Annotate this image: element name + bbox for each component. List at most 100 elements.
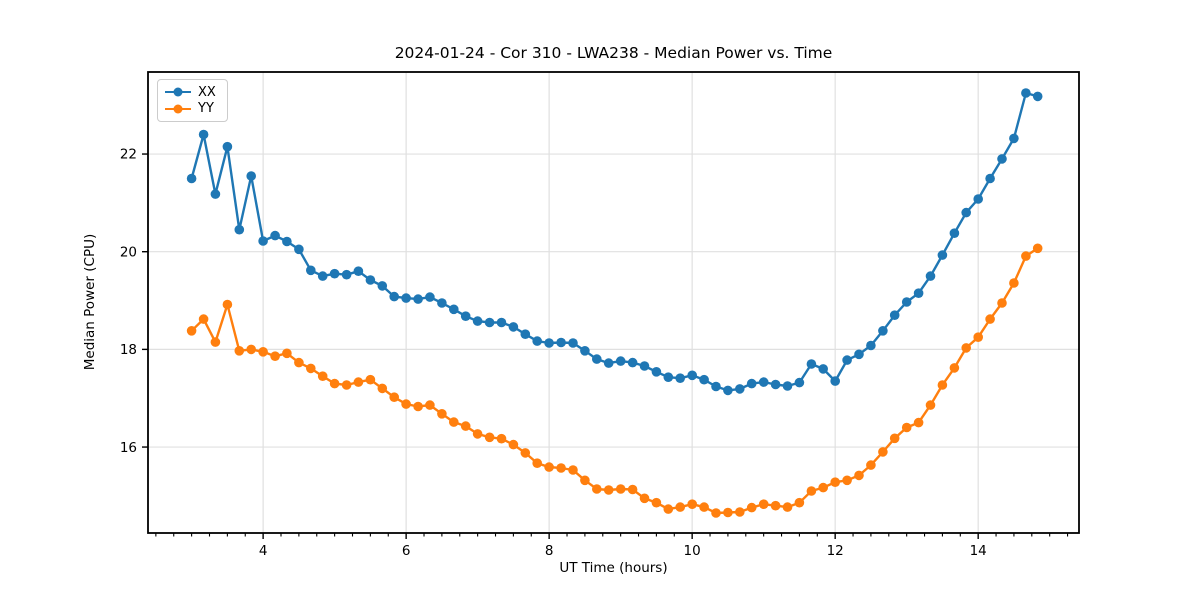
data-point-xx [687,370,697,381]
data-point-xx [758,377,769,387]
x-tick-label: 4 [259,543,268,559]
data-point-xx [973,194,983,204]
data-point-xx [615,356,626,366]
data-point-yy [425,400,435,410]
legend-marker-icon [173,104,183,114]
data-point-yy [294,357,304,368]
legend-label: XX [198,84,216,100]
data-point-yy [723,507,733,518]
data-point-xx [186,173,197,184]
legend-line-sample-yy [165,104,191,114]
data-point-yy [842,475,852,486]
data-point-yy [449,417,459,427]
data-point-yy [329,378,340,389]
data-point-yy [794,497,805,508]
data-point-yy [246,344,256,355]
data-point-xx [341,269,352,280]
data-point-yy [532,458,542,469]
data-point-xx [508,322,519,332]
y-tick-label: 20 [120,244,137,260]
y-axis-label: Median Power (CPU) [82,233,98,371]
data-point-yy [580,475,590,486]
data-point-yy [377,383,388,394]
data-point-yy [866,460,876,470]
series-line-yy [190,247,1039,515]
data-point-yy [353,377,364,387]
data-point-xx [592,354,602,364]
data-point-xx [317,271,328,281]
data-point-xx [377,281,388,291]
data-point-xx [818,364,828,374]
data-point-xx [997,154,1007,164]
data-point-xx [306,265,316,276]
data-point-yy [639,493,650,504]
data-point-yy [901,422,912,433]
data-point-yy [878,447,888,457]
data-point-yy [818,482,828,493]
data-point-xx [496,317,507,328]
data-point-yy [556,463,566,473]
data-point-yy [365,374,376,385]
data-point-yy [770,500,781,511]
data-point-xx [520,329,531,340]
data-point-xx [532,336,542,346]
data-point-xx [889,310,900,321]
data-point-yy [306,363,316,374]
data-point-yy [699,502,709,512]
data-point-yy [782,502,793,512]
data-point-xx [675,373,685,384]
data-point-yy [675,502,685,512]
data-point-xx [282,236,292,247]
data-point-xx [460,311,471,322]
data-point-yy [413,401,423,412]
data-point-xx [425,292,435,302]
x-tick-label: 12 [827,543,844,559]
y-tick-label: 22 [120,147,137,163]
data-point-yy [592,484,602,494]
data-point-yy [711,508,721,518]
data-point-yy [258,347,268,357]
data-point-xx [484,317,495,328]
data-point-xx [985,173,995,184]
data-point-xx [544,338,554,348]
data-point-xx [449,304,459,315]
chart-title: 2024-01-24 - Cor 310 - LWA238 - Median P… [394,44,833,62]
data-point-xx [627,357,638,368]
data-point-xx [806,359,817,369]
data-point-xx [639,361,650,371]
data-point-yy [341,380,352,390]
legend-label: YY [198,101,214,117]
data-point-xx [353,266,364,277]
data-point-yy [913,417,924,428]
legend-marker-icon [173,87,183,97]
data-point-yy [889,433,900,444]
data-point-yy [997,298,1007,308]
data-point-yy [401,399,411,409]
data-point-yy [437,409,447,419]
data-point-xx [925,271,936,281]
data-point-yy [830,477,840,488]
data-point-xx [258,236,268,246]
data-point-yy [973,332,983,343]
data-point-xx [711,381,721,392]
data-point-xx [580,346,590,356]
data-point-xx [770,379,781,390]
data-point-xx [210,189,221,199]
data-point-xx [878,326,888,336]
data-point-yy [961,343,971,353]
data-point-xx [1021,88,1031,98]
data-point-xx [913,288,924,299]
data-point-yy [520,448,531,458]
data-point-xx [365,275,376,285]
data-point-yy [210,337,221,347]
x-tick-label: 6 [402,543,411,559]
data-point-yy [615,484,626,494]
series-line-xx [190,91,1039,392]
data-point-yy [937,380,948,390]
data-point-xx [556,337,566,348]
data-point-yy [925,400,936,410]
data-point-xx [735,384,745,394]
data-point-yy [270,351,280,362]
data-point-yy [198,314,209,324]
